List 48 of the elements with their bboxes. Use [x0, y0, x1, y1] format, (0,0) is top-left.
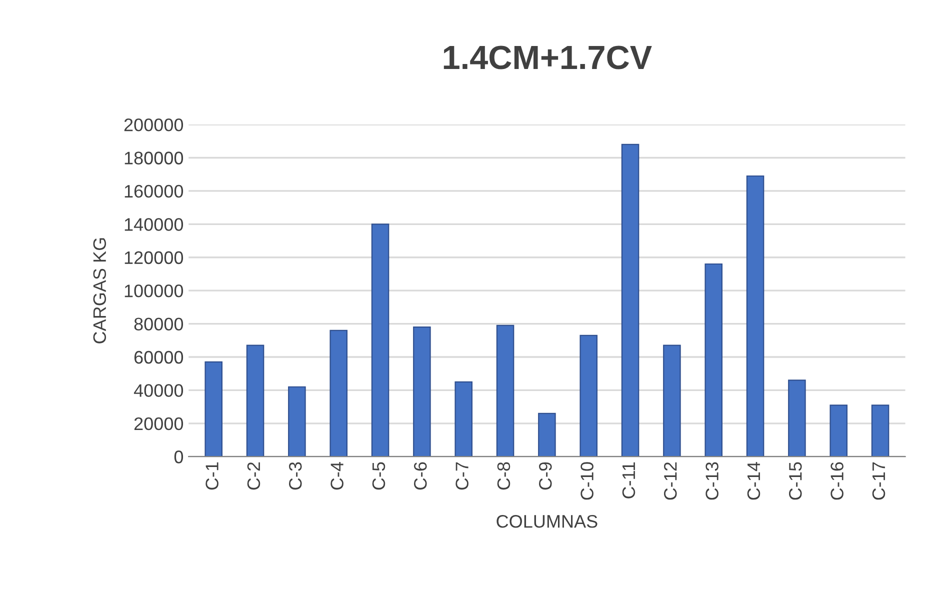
x-tick-label: C-2 [247, 462, 260, 490]
bar [204, 361, 222, 457]
y-tick-label: 120000 [124, 251, 184, 264]
bar [746, 175, 764, 457]
x-tick-label: C-6 [414, 462, 427, 490]
y-tick-label: 80000 [134, 318, 184, 330]
x-tick-label: C-13 [706, 462, 718, 500]
x-tick-label: C-9 [539, 462, 552, 490]
y-axis-title: CARGAS KG [93, 238, 106, 344]
bar [538, 412, 556, 457]
bar [871, 404, 890, 457]
bar [830, 404, 848, 457]
x-tick-label: C-3 [288, 462, 302, 490]
x-tick-label: C-5 [372, 462, 386, 490]
bar [454, 381, 472, 457]
y-tick-label: 20000 [134, 417, 184, 430]
x-tick-label: C-17 [872, 462, 886, 500]
x-tick-label: C-4 [330, 462, 344, 490]
bar [788, 380, 806, 457]
y-tick-label: 0 [174, 450, 184, 464]
x-axis-title: COLUMNAS [496, 514, 598, 528]
bar [621, 144, 640, 457]
bar [413, 326, 431, 457]
y-tick-label: 180000 [124, 152, 184, 164]
y-tick-label: 200000 [124, 118, 184, 132]
x-tick-label: C-16 [830, 462, 844, 500]
bar [704, 263, 722, 457]
x-tick-label: C-7 [456, 462, 468, 490]
bar [246, 344, 264, 457]
bar [663, 344, 681, 457]
x-tick-label: C-14 [747, 462, 760, 500]
x-tick-label: C-10 [580, 462, 594, 500]
x-tick-label: C-15 [789, 462, 802, 500]
y-tick-label: 100000 [124, 284, 184, 298]
x-tick-label: C-11 [622, 462, 636, 498]
bar [371, 224, 390, 457]
bar [288, 386, 306, 457]
x-tick-label: C-1 [206, 462, 218, 490]
bar [580, 334, 598, 457]
chart-title: 1.4CM+1.7CV [444, 46, 652, 70]
y-tick-label: 60000 [134, 350, 184, 364]
x-tick-label: C-12 [664, 462, 677, 500]
y-tick-label: 160000 [124, 184, 184, 198]
bar [330, 330, 348, 457]
y-tick-label: 40000 [134, 384, 184, 397]
bar [496, 324, 514, 457]
x-tick-label: C-8 [497, 462, 510, 490]
y-tick-label: 140000 [124, 218, 184, 231]
